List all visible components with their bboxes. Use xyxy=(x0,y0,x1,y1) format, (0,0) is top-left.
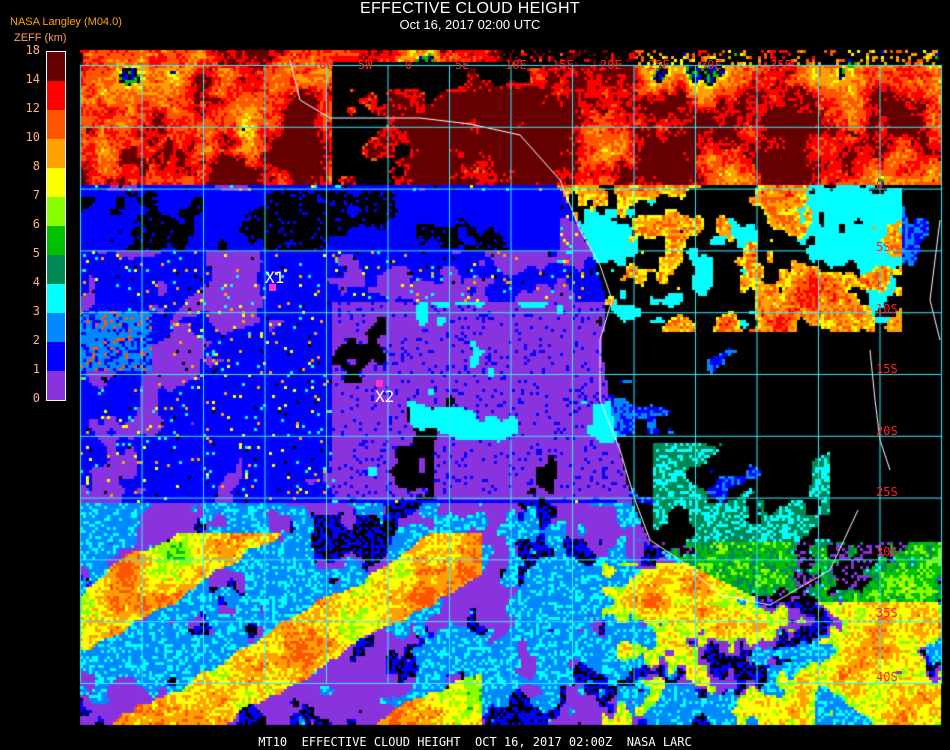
longitude-label: 30E xyxy=(700,58,722,72)
colorbar-segment xyxy=(47,342,65,371)
longitude-label: 35E xyxy=(770,58,792,72)
marker-x2-label: X2 xyxy=(375,387,395,406)
latitude-label: 10S xyxy=(876,302,898,316)
colorbar-units: ZEFF (km) xyxy=(14,32,67,44)
marker-x1-label: X1 xyxy=(265,268,285,287)
longitude-label: 25E xyxy=(648,58,670,72)
colorbar-tick: 3 xyxy=(32,304,40,318)
colorbar-segment xyxy=(47,255,65,284)
longitude-label: 15E xyxy=(552,58,574,72)
data-source: NASA Langley (M04.0) xyxy=(10,16,122,28)
colorbar-segment xyxy=(47,52,65,81)
colorbar-tick: 4 xyxy=(32,275,40,289)
marker-x2 xyxy=(376,380,383,387)
colorbar-tick: 6 xyxy=(32,217,40,231)
colorbar-segment xyxy=(47,139,65,168)
footer-caption: MT10 EFFECTIVE CLOUD HEIGHT OCT 16, 2017… xyxy=(258,735,692,749)
longitude-label: 20E xyxy=(600,58,622,72)
longitude-label: 0 xyxy=(405,58,413,72)
latitude-label: 20S xyxy=(876,424,898,438)
map-title: EFFECTIVE CLOUD HEIGHT xyxy=(360,0,580,17)
colorbar-tick: 18 xyxy=(25,43,40,57)
colorbar-segment xyxy=(47,110,65,139)
colorbar-tick: 12 xyxy=(25,101,40,115)
colorbar-segment xyxy=(47,197,65,226)
longitude-label: 5W xyxy=(358,58,373,72)
colorbar-segment xyxy=(47,284,65,313)
colorbar-tick: 8 xyxy=(32,159,40,173)
colorbar-segment xyxy=(47,81,65,110)
longitude-label: 5E xyxy=(455,58,470,72)
colorbar-tick: 2 xyxy=(32,333,40,347)
colorbar-tick: 5 xyxy=(32,246,40,260)
latitude-label: 5S xyxy=(876,240,891,254)
colorbar xyxy=(46,51,66,401)
latitude-label: 35S xyxy=(876,606,898,620)
colorbar-segment xyxy=(47,168,65,197)
colorbar-segment xyxy=(47,226,65,255)
map-timestamp: Oct 16, 2017 02:00 UTC xyxy=(399,17,541,32)
latitude-label: 40S xyxy=(876,670,898,684)
latitude-label: 0 xyxy=(876,178,884,192)
marker-x1 xyxy=(269,284,276,291)
colorbar-tick: 1 xyxy=(32,362,40,376)
colorbar-tick: 14 xyxy=(25,72,40,86)
colorbar-tick: 10 xyxy=(25,130,40,144)
colorbar-segment xyxy=(47,313,65,342)
colorbar-segment xyxy=(47,371,65,400)
colorbar-tick: 0 xyxy=(32,391,40,405)
latitude-label: 25S xyxy=(876,485,898,499)
latitude-label: 15S xyxy=(876,362,898,376)
longitude-label: 10W xyxy=(312,58,334,72)
latitude-label: 30S xyxy=(876,545,898,559)
colorbar-tick: 7 xyxy=(32,188,40,202)
longitude-label: 10E xyxy=(505,58,527,72)
